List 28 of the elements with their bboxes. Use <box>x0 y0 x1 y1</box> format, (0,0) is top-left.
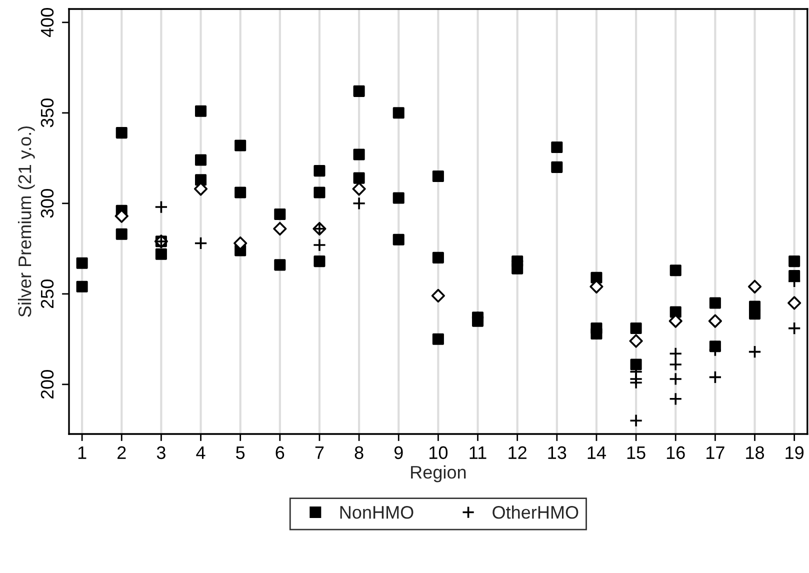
x-tick-label: 3 <box>156 446 166 460</box>
x-tick-label: 4 <box>196 446 206 459</box>
x-tick-label: 13 <box>548 446 566 460</box>
legend-label: OtherHMO <box>492 506 578 519</box>
y-tick-label: 250 <box>40 280 54 308</box>
x-tick-label: 14 <box>588 446 606 459</box>
y-tick-label: 400 <box>40 8 54 38</box>
x-tick-label: 11 <box>470 446 486 459</box>
x-tick-label: 6 <box>276 446 284 460</box>
x-tick-label: 9 <box>394 446 403 460</box>
x-tick-label: 17 <box>706 446 724 459</box>
y-axis-title: Silver Premium (21 y.o.) <box>18 126 35 317</box>
legend-label: NonHMO <box>340 506 414 519</box>
x-tick-label: 1 <box>78 446 86 459</box>
x-tick-label: 5 <box>236 446 245 460</box>
x-tick-label: 15 <box>627 446 646 460</box>
x-tick-label: 16 <box>666 446 685 460</box>
x-tick-label: 8 <box>354 446 364 460</box>
x-tick-label: 12 <box>508 446 526 459</box>
y-tick-label: 300 <box>40 189 54 218</box>
x-tick-label: 2 <box>118 446 126 459</box>
x-tick-label: 7 <box>315 446 324 459</box>
y-tick-label: 200 <box>40 370 54 399</box>
x-tick-label: 18 <box>746 446 764 460</box>
y-tick-label: 350 <box>40 98 54 128</box>
x-tick-label: 10 <box>430 446 448 460</box>
x-tick-label: 19 <box>786 446 804 460</box>
x-axis-title: Region <box>411 465 466 482</box>
